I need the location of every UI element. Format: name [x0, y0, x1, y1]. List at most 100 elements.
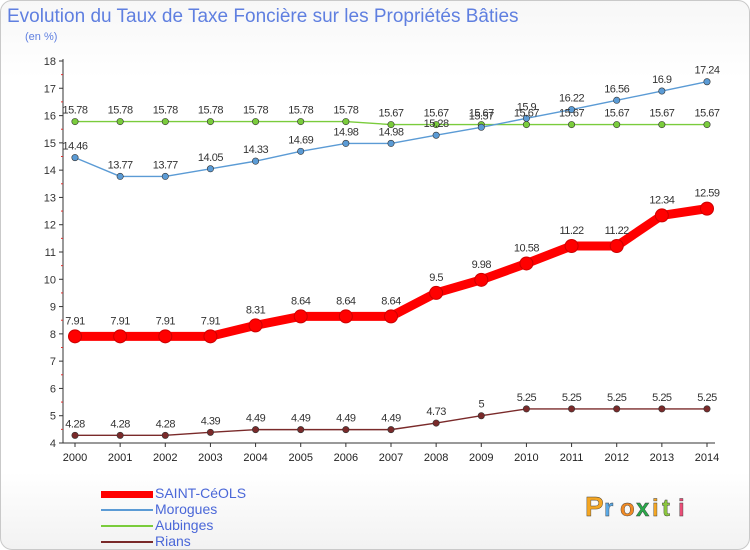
series-point-3[interactable]	[252, 426, 260, 434]
series-point-3[interactable]	[522, 405, 530, 413]
data-label-0: 12.34	[649, 194, 674, 206]
series-point-3[interactable]	[206, 428, 214, 436]
data-label-1: 16.9	[652, 74, 672, 86]
series-point-0[interactable]	[158, 329, 173, 344]
series-point-3[interactable]	[477, 412, 485, 420]
data-label-3: 4.39	[201, 415, 221, 427]
series-point-2[interactable]	[252, 118, 260, 126]
series-point-2[interactable]	[387, 121, 395, 129]
series-point-2[interactable]	[71, 118, 79, 126]
series-point-1[interactable]	[522, 114, 530, 122]
data-label-0: 7.91	[110, 315, 130, 327]
series-point-3[interactable]	[161, 431, 169, 439]
series-point-2[interactable]	[703, 121, 711, 129]
data-label-1: 13.77	[108, 159, 133, 171]
series-point-1[interactable]	[206, 165, 214, 173]
series-point-3[interactable]	[432, 419, 440, 427]
series-point-0[interactable]	[700, 201, 714, 216]
data-label-1: 14.46	[62, 141, 87, 153]
series-point-2[interactable]	[161, 118, 169, 126]
series-point-0[interactable]	[338, 309, 353, 324]
data-label-1: 14.05	[198, 152, 223, 164]
series-point-2[interactable]	[432, 121, 440, 129]
data-label-3: 4.49	[336, 413, 356, 425]
series-point-1[interactable]	[568, 106, 576, 114]
series-point-0[interactable]	[384, 309, 398, 324]
series-point-0[interactable]	[429, 285, 444, 300]
data-label-0: 9.98	[472, 259, 492, 271]
x-tick-label: 2007	[379, 452, 403, 464]
series-point-2[interactable]	[116, 118, 124, 126]
data-label-1: 14.69	[288, 134, 313, 146]
data-label-2: 15.78	[288, 105, 313, 117]
legend-label-rians: Rians	[155, 533, 191, 549]
data-label-0: 9.5	[429, 272, 443, 284]
data-label-3: 4.49	[246, 413, 266, 425]
series-point-0[interactable]	[248, 318, 263, 333]
logo-letter: t	[662, 495, 670, 522]
series-point-0[interactable]	[654, 208, 669, 223]
series-point-2[interactable]	[297, 118, 305, 126]
x-tick-label: 2003	[198, 452, 222, 464]
series-point-3[interactable]	[658, 405, 666, 413]
y-tick-label: 5	[50, 411, 56, 423]
series-point-0[interactable]	[609, 238, 624, 253]
series-point-2[interactable]	[206, 118, 214, 126]
data-label-2: 15.67	[514, 108, 539, 120]
series-point-1[interactable]	[703, 78, 711, 86]
logo-letter: P	[585, 491, 604, 522]
series-point-3[interactable]	[342, 426, 350, 434]
series-point-1[interactable]	[613, 96, 621, 104]
series-point-0[interactable]	[68, 329, 82, 344]
series-point-0[interactable]	[474, 272, 489, 287]
y-tick-label: 13	[44, 192, 56, 204]
series-point-2[interactable]	[658, 121, 666, 129]
logo-letter: i	[652, 495, 659, 522]
series-point-1[interactable]	[658, 87, 666, 95]
series-point-1[interactable]	[297, 147, 305, 155]
series-point-3[interactable]	[613, 405, 621, 413]
logo-letter: o	[620, 495, 635, 522]
series-point-2[interactable]	[613, 121, 621, 129]
series-point-3[interactable]	[387, 426, 395, 434]
series-point-1[interactable]	[342, 139, 350, 147]
x-tick-label: 2009	[469, 452, 493, 464]
series-point-3[interactable]	[116, 431, 124, 439]
series-point-0[interactable]	[564, 238, 579, 253]
series-point-2[interactable]	[522, 121, 530, 129]
legend-label-morogues: Morogues	[155, 501, 218, 517]
series-point-3[interactable]	[297, 426, 305, 434]
data-label-3: 4.28	[65, 418, 85, 430]
series-point-1[interactable]	[477, 123, 485, 131]
y-tick-label: 9	[50, 302, 56, 314]
series-point-0[interactable]	[113, 329, 128, 344]
series-point-0[interactable]	[203, 329, 218, 344]
series-point-1[interactable]	[161, 172, 169, 180]
series-point-3[interactable]	[703, 405, 711, 413]
series-point-2[interactable]	[342, 118, 350, 126]
series-point-0[interactable]	[519, 256, 534, 271]
data-label-3: 5.25	[607, 392, 627, 404]
series-point-1[interactable]	[387, 139, 395, 147]
data-label-0: 7.91	[65, 315, 85, 327]
x-tick-label: 2005	[288, 452, 312, 464]
series-point-1[interactable]	[116, 172, 124, 180]
logo-letter: r	[604, 495, 613, 522]
series-point-2[interactable]	[568, 121, 576, 129]
data-label-3: 4.73	[426, 406, 446, 418]
series-point-1[interactable]	[71, 154, 79, 162]
data-label-1: 15.9	[517, 101, 537, 113]
x-tick-label: 2011	[560, 452, 584, 464]
series-point-1[interactable]	[252, 157, 260, 165]
data-label-3: 5.25	[517, 392, 537, 404]
data-label-3: 5.25	[652, 392, 672, 404]
y-tick-label: 14	[44, 165, 56, 177]
y-tick-label: 6	[50, 383, 56, 395]
data-label-2: 15.67	[559, 108, 584, 120]
series-point-3[interactable]	[568, 405, 576, 413]
series-point-1[interactable]	[432, 131, 440, 139]
series-point-0[interactable]	[293, 309, 308, 324]
series-point-3[interactable]	[71, 431, 79, 439]
x-tick-label: 2013	[650, 452, 674, 464]
